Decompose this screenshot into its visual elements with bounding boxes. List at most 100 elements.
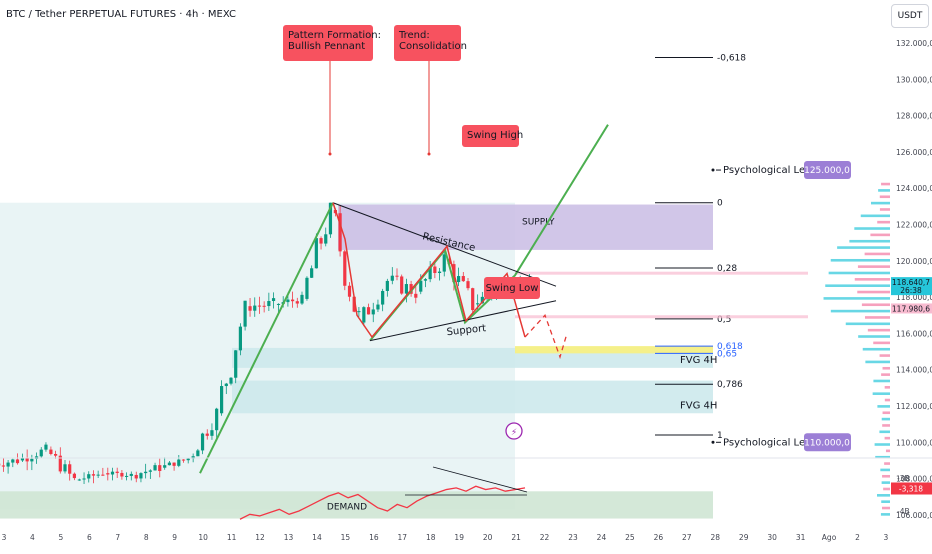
price-tick-8: 116.000,0 bbox=[896, 329, 932, 338]
candle-body bbox=[139, 473, 142, 478]
candle-body bbox=[187, 459, 190, 460]
time-tick-31: 3 bbox=[884, 533, 889, 542]
candle-body bbox=[215, 409, 218, 430]
time-tick-5: 8 bbox=[144, 533, 149, 542]
volume-profile-bar bbox=[846, 323, 890, 326]
candle-body bbox=[210, 430, 213, 436]
volume-profile-bar bbox=[863, 348, 890, 351]
candle-body bbox=[26, 458, 29, 461]
candle-body bbox=[177, 460, 180, 466]
time-tick-21: 24 bbox=[597, 533, 607, 542]
candle-body bbox=[381, 291, 384, 305]
time-tick-6: 9 bbox=[172, 533, 177, 542]
candle-body bbox=[291, 300, 294, 302]
candle-body bbox=[125, 476, 128, 477]
candle-body bbox=[324, 234, 327, 243]
candle-body bbox=[30, 459, 33, 462]
volume-profile-bar bbox=[870, 234, 890, 237]
candle-body bbox=[367, 307, 370, 314]
candle-body bbox=[153, 465, 156, 470]
volume-profile-bar bbox=[883, 367, 890, 370]
time-tick-18: 21 bbox=[511, 533, 521, 542]
candle-body bbox=[263, 306, 266, 307]
volume-profile-bar bbox=[858, 335, 890, 338]
volume-profile-bar bbox=[882, 475, 890, 478]
volume-profile-bar bbox=[881, 500, 890, 503]
time-tick-2: 5 bbox=[59, 533, 64, 542]
candle-body bbox=[234, 350, 237, 377]
price-tick-2: 128.000,0 bbox=[896, 112, 932, 121]
volume-profile-bar bbox=[881, 373, 890, 376]
swing-low-callout-text: Swing Low bbox=[486, 283, 539, 294]
time-tick-10: 13 bbox=[284, 533, 294, 542]
candle-body bbox=[54, 454, 57, 456]
volume-profile-bar bbox=[862, 303, 890, 306]
candle-body bbox=[225, 384, 228, 386]
time-tick-4: 7 bbox=[115, 533, 120, 542]
candle-body bbox=[239, 327, 242, 351]
volume-profile-bar bbox=[858, 265, 890, 268]
volume-profile-bar bbox=[875, 443, 890, 446]
candle-body bbox=[419, 281, 422, 292]
volume-profile-bar bbox=[882, 507, 890, 510]
volume-profile-bar bbox=[865, 316, 890, 319]
candle-body bbox=[49, 450, 52, 454]
volume-profile-bar bbox=[873, 342, 890, 345]
volume-profile-bar bbox=[877, 221, 890, 224]
trend-callout-anchor bbox=[428, 153, 431, 156]
candle-body bbox=[376, 305, 379, 310]
secondary-price-tag: 117.980,6 bbox=[892, 304, 930, 313]
candle-body bbox=[372, 309, 375, 314]
volume-profile-bar bbox=[849, 240, 890, 243]
candle-body bbox=[476, 303, 479, 304]
candle-body bbox=[315, 238, 318, 268]
currency-button[interactable]: USDT bbox=[891, 4, 929, 28]
candle-body bbox=[97, 475, 100, 476]
pattern-callout-line-1: Bullish Pennant bbox=[288, 41, 365, 52]
volume-profile-bar bbox=[877, 494, 890, 497]
time-axis-bg bbox=[0, 528, 890, 550]
fib-label-7: 1 bbox=[717, 431, 723, 441]
candle-body bbox=[73, 474, 76, 478]
candle-body bbox=[149, 470, 152, 471]
price-tick-9: 114.000,0 bbox=[896, 366, 932, 375]
volume-profile-bar bbox=[880, 208, 890, 211]
candle-body bbox=[168, 463, 171, 466]
price-tick-0: 132.000,0 bbox=[896, 39, 932, 48]
zone-label-fvg-1: FVG 4H bbox=[680, 355, 717, 366]
volume-profile-bar bbox=[861, 215, 890, 218]
psych-label-1: Psychological Lev bbox=[723, 437, 811, 448]
time-tick-8: 11 bbox=[227, 533, 237, 542]
candle-body bbox=[433, 267, 436, 273]
candle-body bbox=[343, 251, 346, 285]
psych-tag-0: 125.000,0 bbox=[804, 166, 850, 176]
volume-profile-bar bbox=[880, 354, 890, 357]
time-tick-29: Ago bbox=[822, 533, 837, 542]
fib-label-6: 0,786 bbox=[717, 380, 743, 390]
candle-body bbox=[144, 472, 147, 473]
time-tick-23: 26 bbox=[654, 533, 664, 542]
volume-profile-bar bbox=[886, 450, 890, 453]
volume-profile-bar bbox=[837, 246, 890, 249]
volume-profile-bar bbox=[880, 469, 890, 472]
candle-body bbox=[130, 474, 133, 476]
candle-body bbox=[457, 276, 460, 282]
candle-body bbox=[391, 276, 394, 281]
volume-profile-bar bbox=[877, 405, 890, 408]
candle-body bbox=[229, 378, 232, 384]
candle-body bbox=[462, 276, 465, 281]
candle-body bbox=[362, 307, 365, 322]
price-tick-1: 130.000,0 bbox=[896, 75, 932, 84]
zone-label-fvg-2: FVG 4H bbox=[680, 400, 717, 411]
candle-body bbox=[395, 276, 398, 277]
time-tick-12: 15 bbox=[341, 533, 351, 542]
time-tick-25: 28 bbox=[710, 533, 720, 542]
psych-tag-1: 110.000,0 bbox=[804, 438, 850, 448]
candle-body bbox=[471, 288, 474, 310]
candle-body bbox=[106, 473, 109, 474]
trend-callout-line-1: Consolidation bbox=[399, 41, 467, 52]
poc-extension-low bbox=[515, 315, 808, 318]
candle-body bbox=[319, 238, 322, 243]
